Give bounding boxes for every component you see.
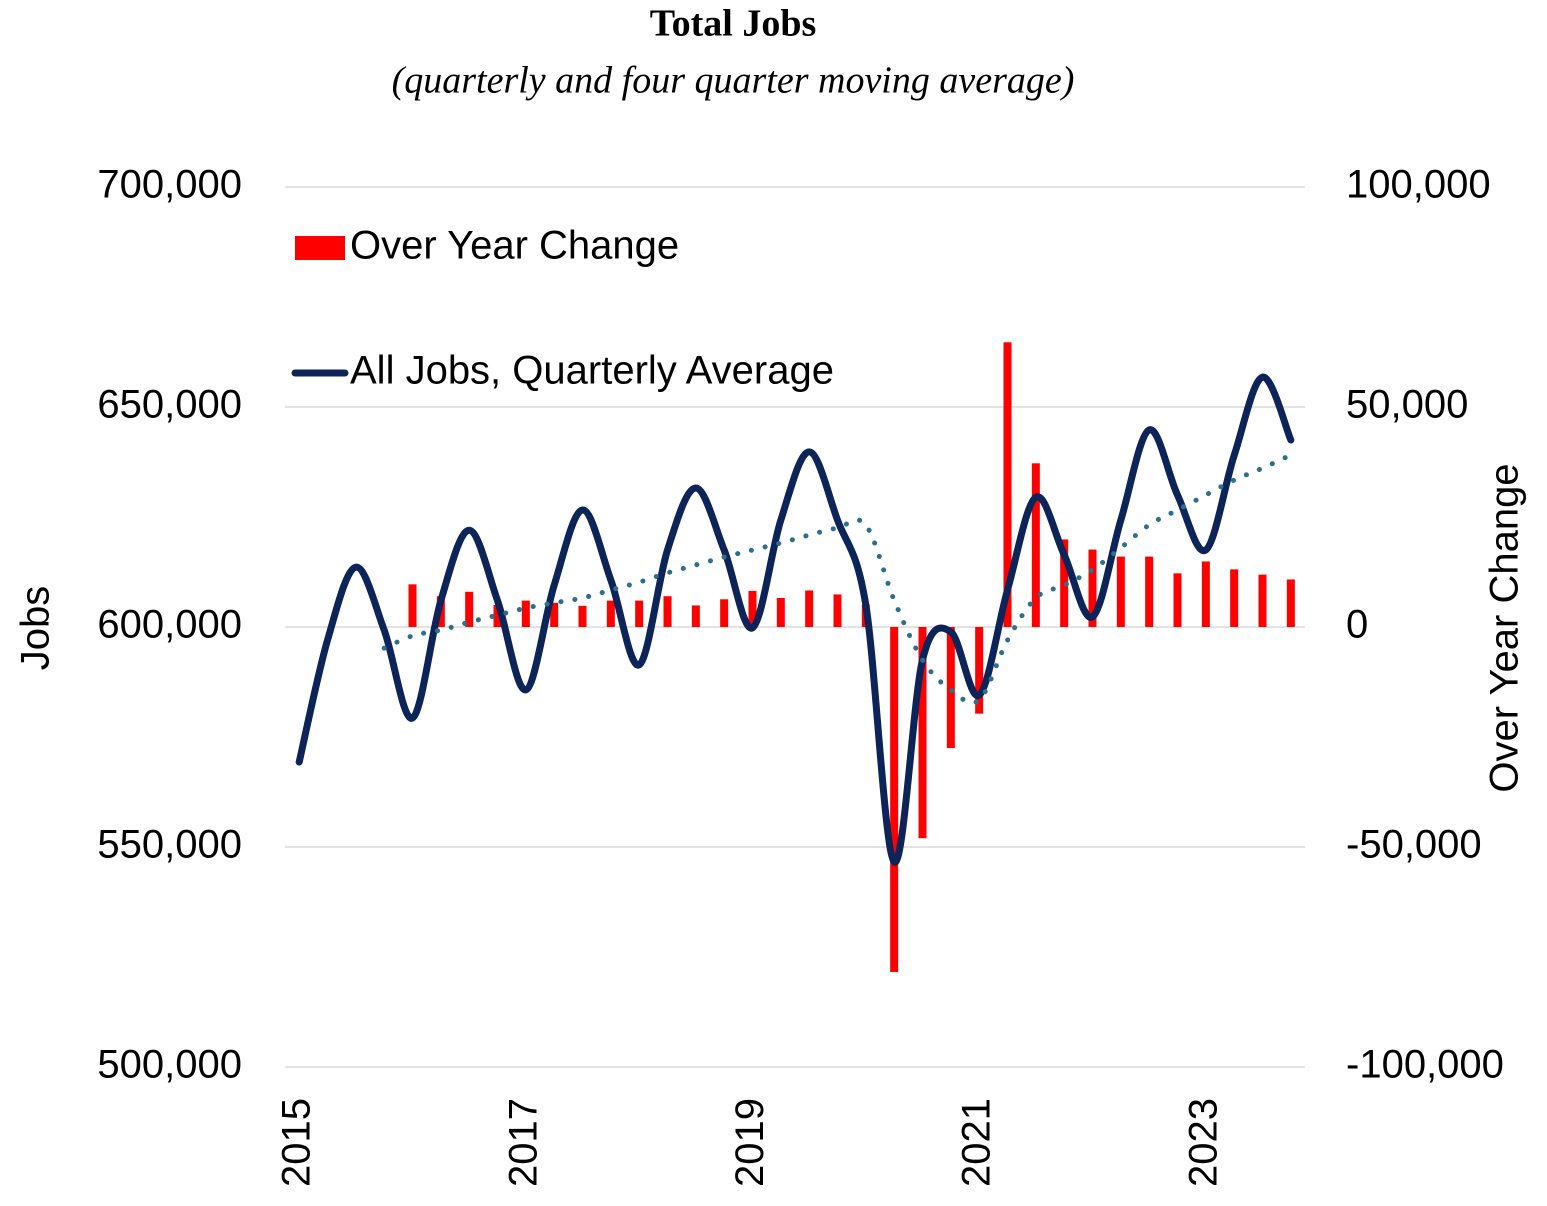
- legend-label: Over Year Change: [350, 224, 679, 268]
- x-tick-label: 2019: [728, 1098, 772, 1187]
- bar: [1088, 549, 1097, 627]
- bar: [1116, 556, 1125, 627]
- y-tick-label: 700,000: [97, 163, 242, 207]
- y2-tick-label: 0: [1346, 603, 1368, 647]
- bar: [408, 584, 417, 627]
- bar: [663, 596, 672, 627]
- x-tick-label: 2023: [1181, 1098, 1225, 1187]
- bar: [776, 597, 785, 627]
- bar: [1258, 574, 1267, 627]
- chart-title: Total Jobs: [650, 3, 817, 45]
- bar: [465, 591, 474, 627]
- bar: [833, 594, 842, 627]
- y-tick-label: 600,000: [97, 603, 242, 647]
- legend-swatch: [295, 236, 345, 260]
- y2-tick-label: -50,000: [1346, 823, 1482, 867]
- bar: [550, 602, 559, 627]
- y2-tick-label: 100,000: [1346, 163, 1491, 207]
- bar: [1031, 463, 1040, 627]
- bar: [1201, 561, 1210, 627]
- bar: [1173, 573, 1182, 627]
- bar: [606, 600, 615, 627]
- bar: [805, 590, 814, 627]
- bar: [1145, 556, 1154, 627]
- bar: [1230, 569, 1239, 627]
- bar: [635, 600, 644, 627]
- y2-tick-label: -100,000: [1346, 1043, 1504, 1087]
- moving-average-line: [381, 452, 1294, 706]
- bar: [1003, 342, 1012, 627]
- bar: [975, 627, 984, 714]
- y-tick-label: 650,000: [97, 383, 242, 427]
- bar: [1286, 579, 1295, 627]
- bar: [946, 627, 955, 748]
- chart-subtitle: (quarterly and four quarter moving avera…: [392, 60, 1075, 102]
- line: [295, 373, 1295, 866]
- y2-axis-title: Over Year Change: [1483, 463, 1527, 792]
- legend-label: All Jobs, Quarterly Average: [350, 349, 834, 393]
- bar: [918, 627, 927, 839]
- y-axis-title: Jobs: [14, 586, 58, 671]
- y-tick-label: 550,000: [97, 823, 242, 867]
- x-tick-label: 2017: [501, 1098, 545, 1187]
- x-tick-label: 2015: [275, 1098, 319, 1187]
- bar: [521, 600, 530, 627]
- bar: [578, 605, 587, 627]
- bar: [691, 605, 700, 627]
- x-tick-label: 2021: [955, 1098, 999, 1187]
- bar: [748, 590, 757, 627]
- y2-tick-label: 50,000: [1346, 383, 1468, 427]
- bar: [890, 627, 899, 972]
- bar: [720, 599, 729, 627]
- y-tick-label: 500,000: [97, 1043, 242, 1087]
- bar: [493, 605, 502, 627]
